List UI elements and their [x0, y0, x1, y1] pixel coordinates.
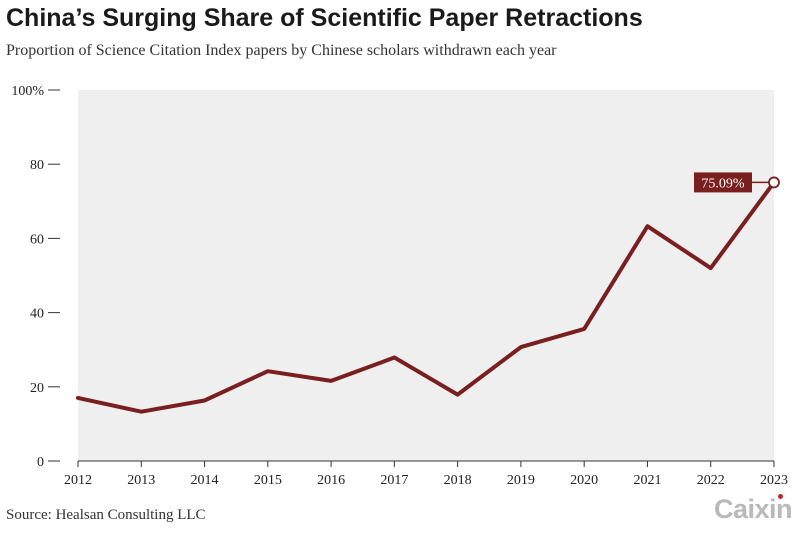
x-axis: 2012 2013 2014 2015 2016 2017 2018 2019 2020 2021…: [64, 460, 788, 488]
x-tick-label: 2016: [317, 473, 345, 488]
annotation-box: [694, 172, 752, 193]
annotation-label: 75.09%: [701, 176, 745, 191]
x-tick-label: 2018: [444, 473, 472, 488]
plot-background: [78, 90, 774, 461]
x-tick-label: 2021: [633, 473, 661, 488]
x-tick-label: 2014: [191, 473, 219, 488]
chart-title: China’s Surging Share of Scientific Pape…: [6, 4, 643, 32]
y-tick-label: 100%: [11, 84, 44, 99]
y-tick-label: 60: [30, 232, 44, 247]
annotation-marker: [768, 176, 780, 189]
y-tick-label: 0: [37, 455, 44, 470]
x-tick-label: 2015: [254, 473, 282, 488]
logo-accent-dot: [777, 494, 783, 499]
x-tick-label: 2017: [380, 473, 408, 488]
x-tick-label: 2020: [570, 473, 598, 488]
y-tick-label: 80: [30, 158, 44, 173]
series-line: [76, 180, 776, 414]
y-tick-label: 20: [30, 381, 44, 396]
source-note: Source: Healsan Consulting LLC: [6, 507, 206, 523]
x-tick-label: 2022: [697, 473, 725, 488]
y-tick-label: 40: [30, 307, 44, 322]
x-tick-label: 2023: [760, 473, 788, 488]
chart-subtitle: Proportion of Science Citation Index pap…: [6, 42, 557, 59]
x-tick-label: 2019: [507, 473, 535, 488]
annotation: 75.09%: [694, 172, 780, 193]
caixin-logo: Caixin: [713, 494, 793, 524]
x-tick-label: 2012: [64, 473, 92, 488]
y-axis: 0 20 40 60 80 100%: [11, 84, 60, 470]
x-tick-label: 2013: [127, 473, 155, 488]
